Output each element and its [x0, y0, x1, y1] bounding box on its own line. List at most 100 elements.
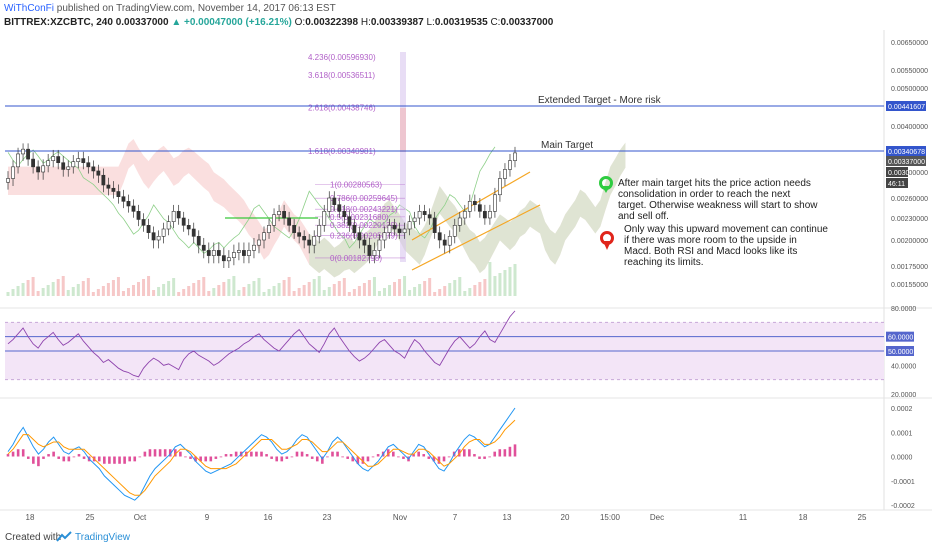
fib-extension-band — [400, 52, 406, 262]
macd-histogram-bar — [392, 451, 395, 457]
candle-body — [242, 250, 246, 256]
author-link[interactable]: WiThConFi — [4, 3, 55, 14]
fib-extension-band-red — [400, 108, 406, 152]
macd-histogram-bar — [315, 456, 319, 462]
macd-histogram-bar — [310, 456, 314, 459]
volume-bar — [56, 279, 60, 296]
volume-bar — [423, 281, 427, 296]
candle-body — [498, 178, 502, 196]
volume-bar — [362, 283, 366, 296]
volume-bar — [177, 292, 181, 296]
macd-histogram-bar — [163, 449, 167, 457]
volume-bar — [242, 287, 246, 296]
volume-bar — [322, 290, 326, 296]
candle-body — [56, 156, 61, 164]
candle-body — [387, 225, 392, 233]
price-tick-label: 0.00400000 — [891, 124, 928, 131]
price-tick-label: 0.00550000 — [891, 68, 928, 75]
candle-body — [116, 191, 121, 197]
volume-bar — [147, 276, 151, 296]
candle-body — [447, 236, 452, 246]
macd-histogram-bar — [427, 456, 431, 459]
candle-body — [442, 239, 447, 246]
time-tick-label: 9 — [205, 513, 210, 522]
volume-bar — [187, 286, 191, 296]
fib-level-label: 0.786(0.00259645) — [330, 194, 398, 203]
volume-bar — [503, 270, 507, 296]
candle-body — [287, 217, 292, 226]
macd-histogram-bar — [128, 456, 131, 462]
volume-bar — [162, 284, 166, 296]
volume-bar — [337, 281, 341, 296]
fib-level-label: 0.5(0.00231680) — [330, 213, 389, 222]
volume-bar — [26, 280, 30, 296]
candle-body — [26, 148, 30, 160]
footer: Created with TradingView — [0, 526, 932, 550]
macd-histogram-bar — [478, 456, 481, 459]
candle-body — [76, 158, 81, 162]
candle-body — [307, 239, 312, 246]
candle-body — [96, 170, 101, 176]
candle-body — [176, 211, 181, 219]
candle-body — [452, 225, 457, 237]
candle-body — [196, 236, 201, 246]
volume-bar — [302, 285, 306, 296]
candle-body — [377, 239, 382, 251]
candle-body — [412, 217, 417, 222]
macd-histogram-bar — [295, 451, 299, 457]
time-tick-label: 18 — [26, 513, 35, 522]
time-tick-label: 20 — [561, 513, 570, 522]
volume-bar — [428, 278, 432, 296]
time-tick-label: 18 — [799, 513, 808, 522]
price-tick-label: 0.00260000 — [891, 196, 928, 203]
volume-bar — [443, 286, 447, 296]
candle-body — [166, 221, 171, 230]
candle-body — [488, 211, 492, 219]
macd-histogram-bar — [488, 456, 491, 458]
volume-bar — [473, 285, 477, 296]
candle-body — [513, 152, 517, 161]
macd-histogram-bar — [255, 451, 258, 457]
high-label: H: — [360, 17, 371, 28]
channel-lower-line — [411, 204, 541, 271]
price-tag-label: 0.00340678 — [888, 149, 925, 156]
volume-bar — [11, 289, 15, 296]
candle-body — [6, 178, 10, 183]
time-tick-label: 23 — [323, 513, 332, 522]
candle-body — [422, 211, 427, 215]
price-tick-label: 0.00200000 — [891, 238, 928, 245]
time-tick-label: Dec — [650, 513, 664, 522]
macd-histogram-bar — [280, 456, 284, 462]
macd-tick-label: 0.0002 — [891, 406, 913, 413]
volume-bar — [317, 276, 321, 296]
macd-histogram-bar — [432, 456, 436, 462]
candle-body — [482, 211, 487, 219]
macd-histogram-bar — [103, 456, 106, 464]
macd-histogram-bar — [412, 454, 415, 457]
candle-body — [417, 211, 422, 219]
tradingview-brand[interactable]: TradingView — [75, 532, 131, 543]
volume-bar — [172, 278, 176, 296]
candle-body — [357, 232, 362, 241]
time-tick-label: 15:00 — [600, 513, 621, 522]
publish-line: WiThConFi published on TradingView.com, … — [4, 3, 336, 14]
rsi-line — [7, 310, 516, 378]
macd-histogram-bar — [290, 456, 294, 458]
symbol-name[interactable]: BITTREX:XZCBTC, 240 — [4, 17, 113, 28]
chart-canvas[interactable]: 0.00650000 0.00550000 0.00500000 0.00400000… — [0, 0, 932, 526]
candle-body — [272, 214, 276, 226]
candle-body — [477, 204, 482, 212]
red-marker-pin — [603, 241, 611, 250]
volume-bar — [111, 280, 115, 296]
macd-tick-label: -0.0002 — [891, 503, 915, 510]
volume-bar — [142, 279, 146, 296]
volume-bar — [227, 279, 231, 296]
macd-histogram-bar — [52, 451, 55, 457]
symbol-line: BITTREX:XZCBTC, 240 0.00337000 ▲ +0.0004… — [4, 17, 553, 28]
time-tick-label: 16 — [264, 513, 273, 522]
price-tick-label: 0.00300000 — [891, 170, 928, 177]
volume-bar — [342, 278, 346, 296]
rsi-level-tag — [886, 331, 914, 342]
volume-bar — [212, 288, 216, 296]
macd-histogram-bar — [42, 456, 45, 459]
